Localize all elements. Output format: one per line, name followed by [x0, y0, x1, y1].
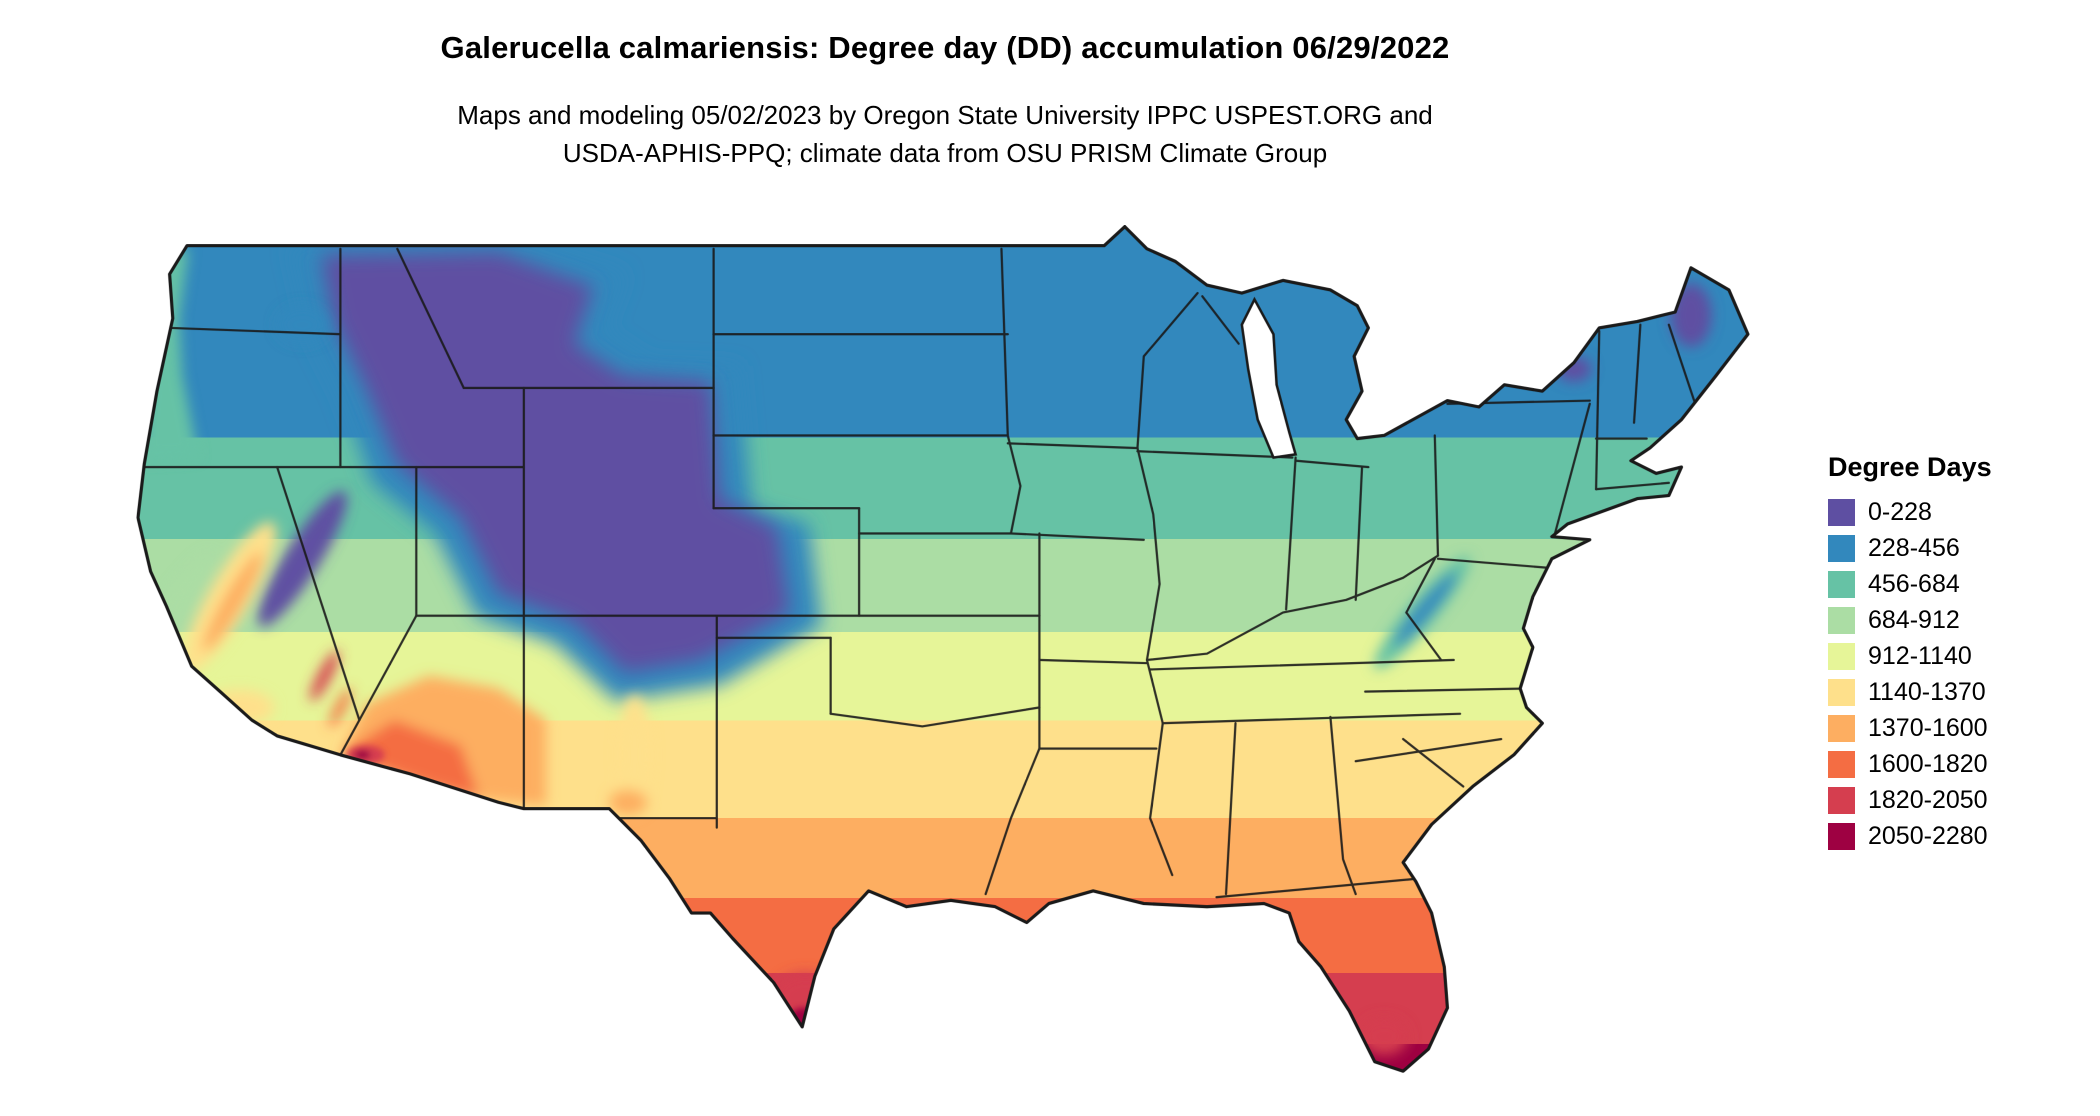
legend-label: 0-228 [1868, 498, 1932, 526]
yuma-dark-red [354, 750, 371, 760]
legend-item: 228-456 [1828, 535, 2088, 562]
north-maine-purple [1670, 283, 1712, 347]
legend-item: 1370-1600 [1828, 715, 2088, 742]
legend-swatch [1828, 643, 1855, 670]
legend-label: 456-684 [1868, 570, 1960, 598]
appalachian-blue-core [1394, 572, 1457, 647]
legend-item: 0-228 [1828, 499, 2088, 526]
columbia-basin-blue [277, 305, 328, 344]
legend-label: 684-912 [1868, 606, 1960, 634]
lake-michigan [1240, 296, 1298, 459]
subtitle-line-1: Maps and modeling 05/02/2023 by Oregon S… [457, 100, 1433, 130]
us-map-svg [136, 225, 1750, 1073]
el-paso-orange [609, 789, 648, 815]
sierra-nevada-purple [258, 491, 347, 627]
legend-item: 684-912 [1828, 607, 2088, 634]
state-borders [137, 247, 1702, 899]
mojave-red-streak [310, 650, 340, 702]
legend-swatch [1828, 607, 1855, 634]
rockies-purple-region [321, 251, 790, 673]
arizona-hot-core [340, 720, 480, 800]
legend-label: 1600-1820 [1868, 750, 1988, 778]
legend-item: 2050-2280 [1828, 823, 2088, 850]
page-subtitle: Maps and modeling 05/02/2023 by Oregon S… [0, 96, 1890, 172]
legend-item: 456-684 [1828, 571, 2088, 598]
legend-label: 912-1140 [1868, 642, 1972, 670]
legend-swatch [1828, 715, 1855, 742]
legend-swatch [1828, 535, 1855, 562]
legend-label: 2050-2280 [1868, 822, 1988, 850]
page-title: Galerucella calmariensis: Degree day (DD… [440, 30, 1450, 65]
legend-item: 1820-2050 [1828, 787, 2088, 814]
legend-swatch [1828, 571, 1855, 598]
map-fill-layers [137, 226, 1748, 1072]
legend-swatch [1828, 679, 1855, 706]
legend-swatch [1828, 499, 1855, 526]
rio-grande-valley-yellow [618, 694, 651, 815]
legend-items: 0-228 228-456 456-684 684-912 912-1140 1… [1828, 499, 2088, 850]
legend-item: 912-1140 [1828, 643, 2088, 670]
us-outline [136, 225, 1750, 1073]
south-florida-red [1360, 1017, 1408, 1056]
legend-swatch [1828, 787, 1855, 814]
colorado-river-hot-streak [329, 687, 352, 728]
legend-swatch [1828, 823, 1855, 850]
legend-swatch [1828, 751, 1855, 778]
legend-title: Degree Days [1828, 452, 1992, 482]
legend-item: 1600-1820 [1828, 751, 2088, 778]
legend-label: 1140-1370 [1868, 678, 1986, 706]
subtitle-line-2: USDA-APHIS-PPQ; climate data from OSU PR… [562, 138, 1328, 168]
legend-label: 1370-1600 [1868, 714, 1988, 742]
legend-label: 1820-2050 [1868, 786, 1988, 814]
central-valley-orange-core [203, 551, 263, 651]
us-degree-day-map [100, 198, 1808, 1084]
legend-item: 1140-1370 [1828, 679, 2088, 706]
degree-days-legend: Degree Days 0-228 228-456 456-684 684-91… [1828, 452, 2088, 859]
legend-label: 228-456 [1868, 534, 1960, 562]
